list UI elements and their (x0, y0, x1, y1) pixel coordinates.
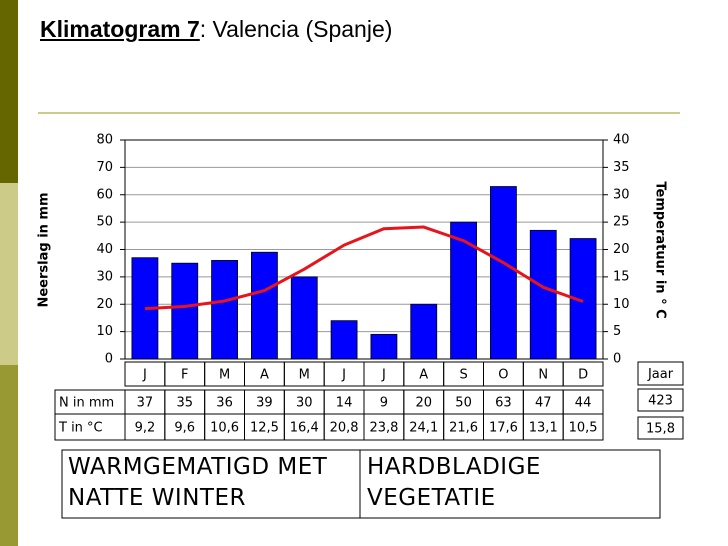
x-tick-label: J (142, 368, 147, 383)
precipitation-value: 39 (256, 396, 273, 411)
jaar-label: Jaar (647, 367, 674, 382)
y-tick-label: 10 (96, 324, 113, 339)
bar (529, 229, 557, 360)
precipitation-value: 35 (176, 396, 193, 411)
temperature-line (144, 225, 584, 311)
temperature-value: 16,4 (290, 421, 319, 436)
title: Klimatogram 7: Valencia (Spanje) (40, 16, 392, 43)
temperature-value: 13,1 (529, 421, 558, 436)
precipitation-value: 37 (137, 396, 154, 411)
precipitation-value: 9 (380, 396, 388, 411)
bar (290, 276, 318, 360)
precipitation-value: 30 (296, 396, 313, 411)
bar (251, 251, 278, 360)
y2-tick-label: 25 (613, 215, 630, 230)
side-bar (0, 183, 18, 365)
y-axis-label: Neerslag in mm (37, 192, 52, 307)
jaar-temperature: 15,8 (646, 422, 675, 437)
bar (171, 262, 199, 360)
x-tick-label: M (219, 368, 230, 383)
x-tick-label: J (341, 368, 346, 383)
precipitation-value: 44 (575, 396, 592, 411)
precipitation-value: 50 (455, 396, 472, 411)
temperature-value: 23,8 (369, 421, 398, 436)
temperature-value: 10,5 (569, 421, 598, 436)
temperature-value: 24,1 (409, 421, 438, 436)
x-tick-label: A (260, 368, 269, 383)
precipitation-value: 63 (495, 396, 512, 411)
vegetation-type: HARDBLADIGE VEGETATIE (367, 454, 541, 511)
y-tick-label: 60 (96, 187, 113, 202)
precipitation-value: 20 (415, 396, 432, 411)
plot-frame (124, 139, 604, 360)
precipitation-value: 14 (336, 396, 353, 411)
title-suffix: : Valencia (Spanje) (199, 16, 393, 42)
y2-tick-label: 40 (613, 133, 630, 148)
x-tick-label: S (459, 368, 467, 383)
x-tick-label: M (299, 368, 310, 383)
temperature-value: 17,6 (489, 421, 518, 436)
x-tick-label: N (538, 368, 548, 383)
jaar-cell (637, 361, 684, 386)
climate-type: WARMGEMATIGD MET NATTE WINTER (68, 454, 328, 511)
bar (211, 260, 238, 360)
table-cell (562, 413, 604, 441)
jaar-precipitation: 423 (648, 394, 673, 409)
y2-axis-label: Temperatuur in ° C (653, 181, 668, 318)
y2-tick-label: 35 (613, 160, 630, 175)
y2-tick-label: 30 (613, 187, 630, 202)
bar (490, 186, 517, 360)
temperature-value: 10,6 (210, 421, 239, 436)
temperature-value: 12,5 (250, 421, 279, 436)
y-tick-label: 80 (96, 133, 113, 148)
y-tick-label: 50 (96, 215, 113, 230)
y2-tick-label: 20 (613, 242, 630, 257)
bar (450, 221, 477, 360)
temperature-value: 20,8 (330, 421, 359, 436)
y-tick-label: 70 (96, 160, 113, 175)
y2-tick-label: 15 (613, 269, 630, 284)
y-tick-label: 20 (96, 297, 113, 312)
bar (330, 320, 358, 360)
x-tick-label: D (578, 368, 588, 383)
table-cell (562, 361, 604, 387)
row-label: N in mm (59, 396, 114, 411)
y-tick-label: 40 (96, 242, 113, 257)
x-tick-label: O (498, 368, 508, 383)
precipitation-value: 47 (535, 396, 552, 411)
x-tick-label: F (181, 368, 188, 383)
jaar-cell (637, 416, 684, 440)
x-tick-label: J (381, 368, 386, 383)
side-bar (0, 0, 18, 183)
bar (410, 303, 438, 360)
y-tick-label: 30 (96, 269, 113, 284)
side-bar (0, 365, 18, 546)
y2-tick-label: 5 (613, 324, 621, 339)
row-label: T in °C (58, 421, 103, 436)
class-box (61, 449, 661, 519)
temperature-value: 9,6 (174, 421, 195, 436)
bar (370, 333, 398, 360)
precipitation-value: 36 (216, 396, 233, 411)
y-tick-label: 0 (105, 352, 113, 367)
y2-tick-label: 0 (613, 352, 621, 367)
temperature-value: 9,2 (135, 421, 156, 436)
temperature-value: 21,6 (449, 421, 478, 436)
y2-tick-label: 10 (613, 297, 630, 312)
jaar-cell (637, 388, 684, 412)
x-tick-label: A (419, 368, 428, 383)
title-main: Klimatogram 7 (40, 16, 200, 42)
